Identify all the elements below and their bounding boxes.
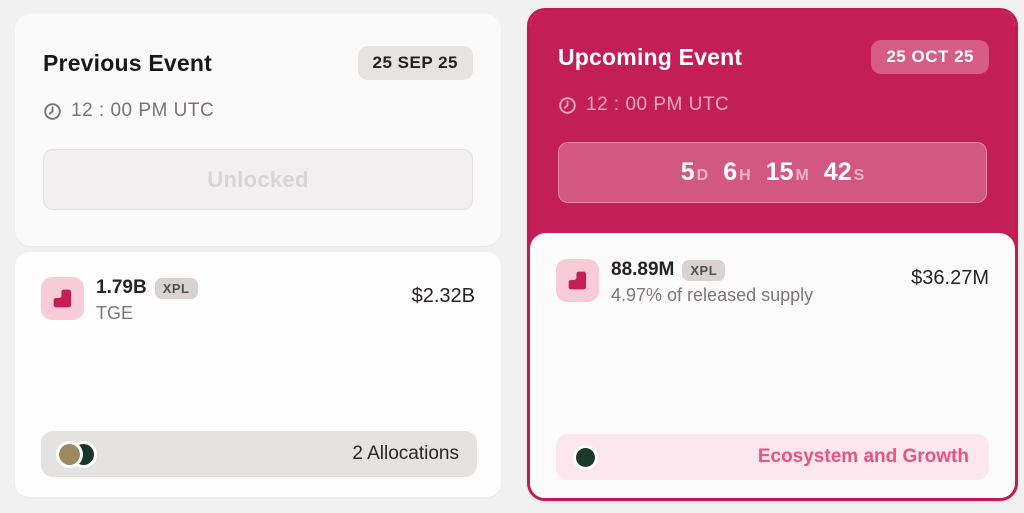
- previous-event-title: Previous Event: [43, 49, 212, 76]
- category-label: Ecosystem and Growth: [757, 446, 969, 467]
- upcoming-event-detail-section: 88.89M XPL 4.97% of released supply $36.…: [530, 233, 1015, 498]
- clock-icon: [559, 96, 576, 114]
- allocations-bar[interactable]: 2 Allocations: [41, 431, 477, 477]
- upcoming-event-date-badge: 25 OCT 25: [871, 40, 989, 74]
- previous-token-subtitle: TGE: [96, 303, 134, 323]
- unlocked-status-button[interactable]: Unlocked: [43, 149, 473, 210]
- previous-event-time: 12 : 00 PM UTC: [71, 100, 215, 121]
- upcoming-token-subtitle: 4.97% of released supply: [611, 285, 814, 305]
- upcoming-event-time-row: 12 : 00 PM UTC: [558, 94, 989, 116]
- allocation-dot-tan: [59, 443, 80, 465]
- category-dot-green: [576, 447, 595, 467]
- clock-icon: [44, 102, 61, 120]
- allocation-dots: [59, 443, 94, 465]
- upcoming-token-symbol-badge: XPL: [682, 259, 726, 281]
- xpl-token-icon: [556, 259, 599, 302]
- allocations-label: 2 Allocations: [352, 443, 459, 464]
- upcoming-event-title: Upcoming Event: [558, 43, 743, 70]
- upcoming-event-card[interactable]: Upcoming Event 25 OCT 25 12 : 00 PM UTC …: [527, 8, 1018, 501]
- category-bar[interactable]: Ecosystem and Growth: [556, 434, 989, 480]
- xpl-token-icon: [41, 277, 84, 320]
- upcoming-token-usd-value: $36.27M: [911, 267, 989, 289]
- previous-event-header: Previous Event 25 SEP 25: [43, 46, 473, 80]
- previous-token-amount: 1.79B: [96, 277, 147, 298]
- previous-event-date-badge: 25 SEP 25: [357, 46, 473, 80]
- previous-event-time-row: 12 : 00 PM UTC: [43, 100, 473, 122]
- previous-token-texts: 1.79B XPL TGE: [96, 277, 198, 324]
- previous-token-usd-value: $2.32B: [411, 285, 475, 307]
- previous-token-symbol-badge: XPL: [154, 277, 198, 299]
- previous-event-detail-card[interactable]: 1.79B XPL TGE $2.32B 2 Allocations: [15, 252, 501, 497]
- upcoming-event-header-section: Upcoming Event 25 OCT 25 12 : 00 PM UTC …: [530, 11, 1015, 249]
- previous-token-row: 1.79B XPL TGE $2.32B: [41, 277, 475, 324]
- previous-event-card[interactable]: Previous Event 25 SEP 25 12 : 00 PM UTC …: [15, 14, 501, 246]
- upcoming-token-amount: 88.89M: [611, 259, 675, 280]
- upcoming-token-texts: 88.89M XPL 4.97% of released supply: [611, 259, 813, 306]
- countdown-seconds: 42 S: [823, 158, 865, 186]
- countdown-minutes: 15 M: [765, 158, 809, 186]
- upcoming-token-row: 88.89M XPL 4.97% of released supply $36.…: [556, 259, 989, 306]
- upcoming-event-time: 12 : 00 PM UTC: [586, 94, 730, 115]
